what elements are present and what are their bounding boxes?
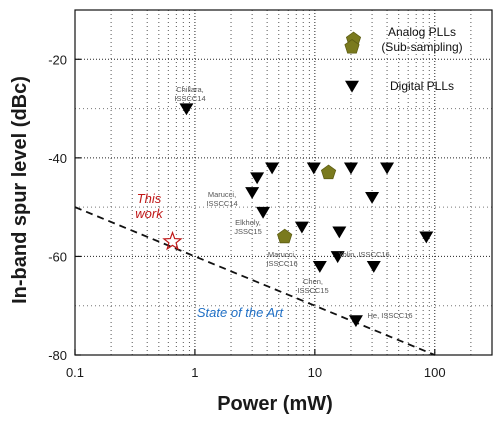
- point-citation-label: Chillara, ISSCC14: [174, 85, 205, 103]
- digital-pll-point: [332, 226, 347, 239]
- digital-pll-point: [365, 192, 380, 204]
- x-tick-label: 100: [424, 365, 446, 380]
- digital-pll-point: [256, 206, 271, 219]
- this-work-label: This work: [135, 191, 164, 221]
- digital-pll-point: [312, 261, 327, 273]
- annotations: This work State of the Art Chillara, ISSCC14…: [135, 85, 412, 320]
- plot-border: [74, 9, 493, 356]
- y-tick-label: -40: [48, 151, 67, 166]
- digital-pll-point: [294, 221, 309, 234]
- legend-analog-marker: [344, 39, 360, 54]
- this-work-point: [162, 230, 183, 251]
- state-of-art-label: State of the Art: [197, 305, 285, 320]
- legend: Analog PLLs (Sub-sampling) Digital PLLs: [344, 25, 463, 93]
- digital-pll-point: [306, 162, 321, 175]
- digital-pll-point: [343, 162, 358, 175]
- point-citation-label: Elkholy, JSSC15: [234, 218, 262, 236]
- digital-pll-point: [250, 172, 265, 185]
- y-axis-title: In-band spur level (dBc): [9, 76, 31, 304]
- digital-pll-point: [245, 187, 260, 200]
- digital-pll-point: [265, 162, 280, 175]
- y-tick-label: -80: [48, 348, 67, 363]
- digital-pll-point: [366, 261, 381, 273]
- y-tick-label: -20: [48, 52, 67, 67]
- x-tick-label: 0.1: [66, 365, 84, 380]
- point-citation-label: Marucci, ISSCC14: [206, 190, 237, 208]
- point-citation-label: Marucci, ISSCC16: [266, 250, 297, 268]
- digital-pll-point: [380, 162, 395, 175]
- x-axis-title: Power (mW): [217, 393, 333, 415]
- point-citation-label: Chen, ISSCC15: [297, 277, 328, 295]
- digital-pll-point: [179, 103, 194, 116]
- digital-pll-point: [419, 231, 434, 244]
- analog-pll-point: [277, 228, 293, 244]
- tick-labels: 0.1 1 10 100 -80 -60 -40 -20: [48, 52, 445, 380]
- analog-pll-point: [320, 164, 337, 180]
- legend-analog-label: Analog PLLs (Sub-sampling): [381, 25, 462, 54]
- legend-digital-marker: [345, 80, 359, 93]
- point-citation-label: Yolin, ISSCC16: [338, 250, 389, 259]
- point-citation-label: He, ISSCC16: [367, 311, 412, 320]
- x-tick-label: 10: [308, 365, 322, 380]
- state-of-art-line: [74, 206, 436, 356]
- plot-frame: [74, 9, 493, 356]
- y-tick-label: -60: [48, 249, 67, 264]
- data-marks: [162, 31, 434, 328]
- legend-digital-label: Digital PLLs: [390, 79, 454, 93]
- trend-line-layer: [74, 206, 436, 356]
- grid: [74, 10, 492, 355]
- digital-pll-point: [348, 315, 363, 328]
- digital-pll-point: [330, 251, 345, 264]
- x-tick-label: 1: [191, 365, 198, 380]
